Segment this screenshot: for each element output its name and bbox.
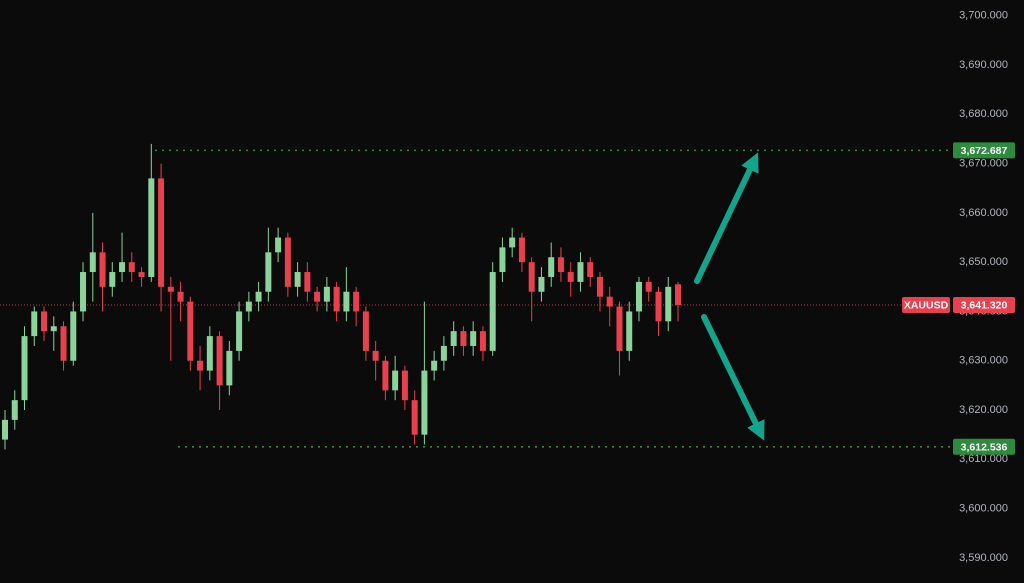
symbol-tag — [902, 296, 950, 313]
candle-body — [655, 291, 662, 322]
candle-body — [187, 301, 194, 361]
candle-body — [518, 237, 525, 263]
candle-body — [343, 291, 350, 312]
candle-body — [538, 276, 545, 292]
candle-body — [245, 301, 252, 312]
candle-body — [626, 311, 633, 351]
candle-body — [577, 262, 584, 282]
candle-body — [167, 286, 174, 292]
candle-body — [265, 252, 272, 292]
candle-body — [31, 311, 38, 337]
candle-body — [499, 247, 506, 273]
plot-area: 3,590.000 3,600.000 3,610.000 3,620.000 3,63… — [0, 10, 1008, 564]
up-arrow — [694, 152, 759, 284]
y-tick-label: 3,630.000 — [959, 355, 1008, 367]
candle-body — [255, 291, 262, 302]
y-tick-label: 3,650.000 — [959, 256, 1008, 268]
candle-body — [294, 272, 301, 287]
candle-body — [665, 286, 672, 322]
candle-body — [11, 400, 18, 420]
candle-body — [372, 350, 379, 361]
candle-body — [323, 286, 330, 302]
candle-body — [50, 326, 57, 332]
candle-body — [596, 276, 603, 297]
level-tag — [953, 142, 1015, 159]
candle-body — [460, 331, 467, 346]
level-label: 3,612.536 — [961, 442, 1008, 454]
candle-body — [89, 252, 96, 273]
candle-body — [109, 272, 116, 287]
candle-body — [382, 360, 389, 391]
candle-body — [333, 286, 340, 312]
candle-body — [528, 262, 535, 292]
price-tags: 3,672.687 3,612.536 XAUUSD 3,641.320 — [902, 142, 1015, 455]
y-tick-label: 3,700.000 — [959, 10, 1008, 22]
y-tick-label: 3,690.000 — [959, 59, 1008, 71]
candle-body — [587, 262, 594, 277]
candle-body — [567, 272, 574, 282]
candle-body — [236, 311, 243, 351]
candle-body — [70, 311, 77, 361]
candle-body — [177, 291, 184, 302]
y-tick-label: 3,620.000 — [959, 404, 1008, 416]
candle-body — [60, 326, 67, 361]
candle-body — [606, 296, 613, 307]
candle-body — [197, 360, 204, 371]
candle-body — [275, 237, 282, 253]
candle-body — [675, 284, 681, 305]
candle-body — [119, 262, 126, 273]
price-label: 3,641.320 — [961, 300, 1008, 312]
y-tick-label: 3,600.000 — [959, 502, 1008, 514]
y-tick-label: 3,610.000 — [959, 453, 1008, 465]
candle-body — [479, 331, 486, 351]
candle-body — [41, 311, 48, 332]
candle-body — [80, 272, 87, 312]
candle-body — [509, 237, 516, 248]
candle-body — [450, 331, 457, 346]
candle-body — [216, 336, 223, 386]
candle-body — [148, 178, 155, 277]
candle-body — [557, 257, 564, 273]
candle-body — [645, 281, 652, 292]
y-tick-label: 3,680.000 — [959, 108, 1008, 120]
candle-body — [392, 370, 399, 391]
candle-body — [489, 272, 496, 351]
candle-body — [401, 370, 408, 401]
candle-body — [635, 281, 642, 312]
candle-body — [99, 252, 106, 287]
level-tag — [953, 438, 1015, 455]
candle-body — [440, 345, 447, 361]
candle-body — [421, 370, 428, 435]
candle-body — [548, 257, 555, 277]
candle-body — [158, 178, 165, 287]
candle-body — [21, 336, 28, 401]
candle-body — [2, 419, 8, 440]
y-tick-label: 3,590.000 — [959, 552, 1008, 564]
symbol-label: XAUUSD — [904, 300, 949, 312]
candle-body — [284, 237, 291, 287]
down-arrow — [701, 314, 765, 441]
candle-body — [304, 272, 311, 292]
price-tag — [953, 296, 1015, 313]
candle-body — [470, 331, 477, 346]
candle-body — [226, 350, 233, 386]
candle-body — [314, 291, 321, 302]
level-label: 3,672.687 — [961, 145, 1008, 157]
candle-body — [362, 311, 369, 351]
y-tick-label: 3,670.000 — [959, 158, 1008, 170]
candle-body — [353, 291, 360, 312]
candle-body — [616, 306, 623, 351]
candle-body — [411, 400, 418, 435]
candle-body — [128, 262, 135, 273]
candle-body — [431, 360, 438, 371]
y-tick-label: 3,660.000 — [959, 207, 1008, 219]
candle-body — [206, 336, 213, 371]
candle-body — [138, 272, 145, 277]
